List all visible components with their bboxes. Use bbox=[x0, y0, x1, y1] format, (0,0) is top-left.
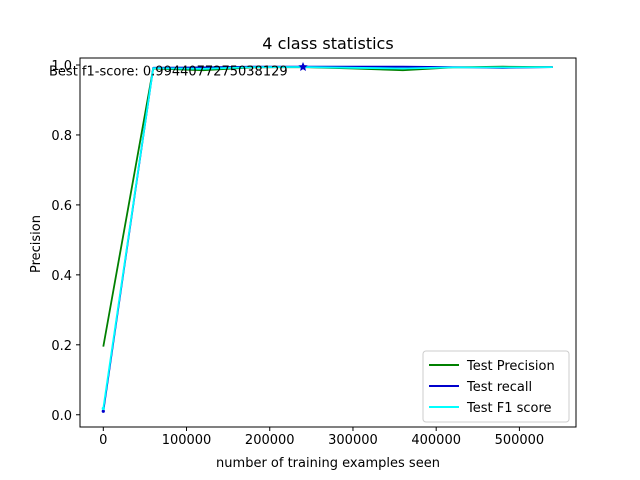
best-f1-annotation: Best f1-score: 0.9944077275038129 bbox=[49, 65, 288, 80]
y-tick-label: 0.4 bbox=[51, 269, 72, 284]
y-axis-label: Precision bbox=[29, 215, 44, 273]
legend: Test Precision Test recall Test F1 score bbox=[422, 350, 570, 423]
y-tick-label: 0.0 bbox=[51, 409, 72, 424]
x-tick-label: 200000 bbox=[245, 433, 295, 448]
legend-label: Test recall bbox=[466, 380, 532, 395]
legend-box bbox=[422, 350, 570, 423]
y-tick-label: 0.2 bbox=[51, 339, 72, 354]
x-tick-label: 100000 bbox=[162, 433, 212, 448]
x-tick-label: 0 bbox=[99, 433, 107, 448]
axes-frame bbox=[79, 57, 577, 428]
series-start-point bbox=[101, 409, 105, 413]
legend-label: Test F1 score bbox=[466, 401, 552, 416]
series-line-test-f1-score bbox=[102, 66, 553, 409]
series-start-point bbox=[101, 406, 105, 411]
y-tick-label: 0.8 bbox=[51, 129, 72, 144]
chart-title: 4 class statistics bbox=[262, 34, 393, 53]
x-tick-label: 300000 bbox=[328, 433, 378, 448]
plot-area: 0 100000 200000 300000 400000 500000 0.0 0.2 0.4… bbox=[51, 57, 577, 448]
best-point-star bbox=[298, 61, 308, 72]
y-tick-label: 0.6 bbox=[51, 199, 72, 214]
x-axis-label: number of training examples seen bbox=[216, 456, 440, 471]
y-tick-label: 1.0 bbox=[51, 59, 72, 74]
legend-label: Test Precision bbox=[466, 359, 555, 374]
x-tick-label: 500000 bbox=[495, 433, 545, 448]
x-tick-label: 400000 bbox=[411, 433, 461, 448]
